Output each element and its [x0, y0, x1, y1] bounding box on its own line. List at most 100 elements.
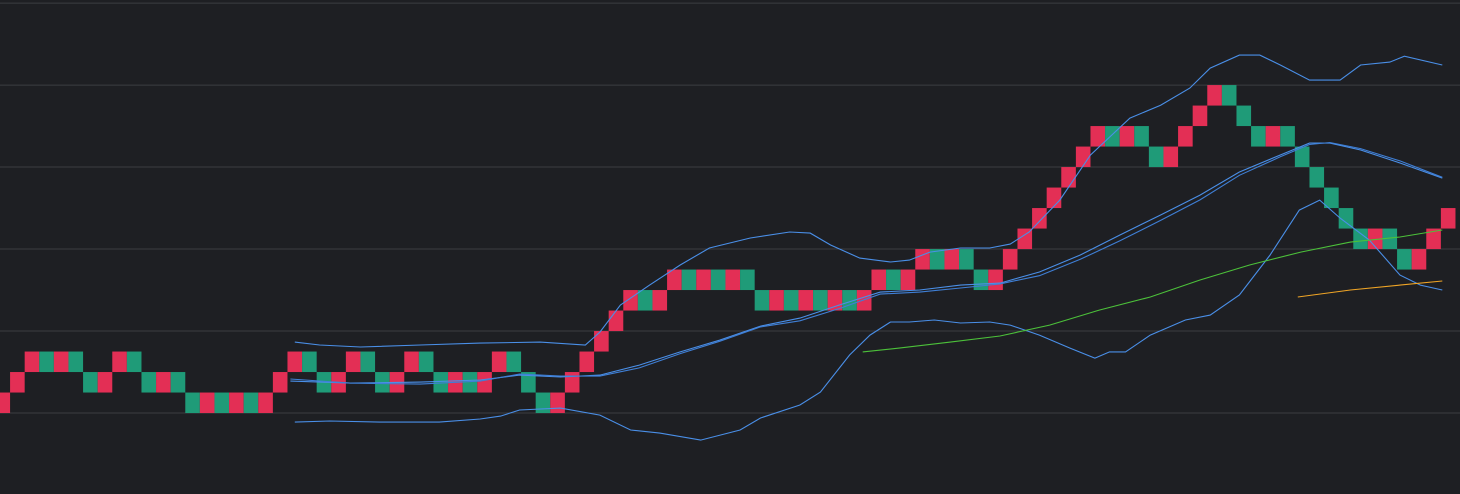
brick	[97, 372, 113, 393]
indicator-line	[290, 142, 1443, 384]
brick	[24, 351, 40, 373]
indicator-line	[294, 54, 1443, 348]
brick	[68, 351, 84, 373]
brick	[1367, 228, 1383, 250]
brick	[915, 249, 930, 270]
brick	[477, 372, 492, 393]
brick	[418, 351, 434, 373]
brick	[287, 351, 303, 373]
brick	[1324, 187, 1339, 209]
brick	[1426, 228, 1441, 250]
brick	[535, 392, 551, 414]
brick	[637, 290, 653, 311]
brick	[740, 269, 755, 291]
brick	[1411, 249, 1427, 270]
brick	[550, 392, 565, 414]
brick	[1046, 187, 1062, 209]
brick	[1353, 228, 1368, 250]
indicator-line	[290, 141, 1443, 385]
brick	[1265, 126, 1281, 147]
brick	[1338, 208, 1354, 229]
brick	[1280, 126, 1295, 147]
brick	[988, 269, 1003, 291]
indicator-line	[1297, 280, 1443, 298]
brick	[652, 290, 668, 311]
brick	[944, 249, 960, 270]
brick	[272, 372, 288, 393]
brick	[1440, 208, 1456, 229]
brick	[170, 372, 186, 393]
brick	[1090, 126, 1106, 147]
brick	[1382, 228, 1398, 250]
brick	[360, 351, 376, 373]
brick	[1236, 105, 1252, 127]
brick	[564, 372, 580, 393]
brick	[229, 392, 244, 414]
brick	[827, 290, 843, 311]
brick	[842, 290, 857, 311]
brick	[345, 351, 361, 373]
brick	[754, 290, 770, 311]
brick	[0, 392, 11, 414]
brick	[521, 372, 536, 393]
brick	[258, 392, 273, 414]
brick	[871, 269, 887, 291]
brick	[1075, 146, 1091, 168]
brick	[594, 331, 609, 352]
brick	[1192, 105, 1208, 127]
brick	[491, 351, 507, 373]
brick	[696, 269, 711, 291]
brick	[929, 249, 945, 270]
brick	[1178, 126, 1193, 147]
brick	[1397, 249, 1412, 270]
brick	[404, 351, 419, 373]
brick	[623, 290, 638, 311]
brick	[10, 372, 25, 393]
brick	[302, 351, 317, 373]
brick	[1119, 126, 1135, 147]
brick	[900, 269, 916, 291]
brick	[1294, 146, 1310, 168]
brick	[1134, 126, 1149, 147]
brick	[579, 351, 595, 373]
brick	[53, 351, 69, 373]
indicator-line	[294, 199, 1443, 441]
brick	[1148, 146, 1164, 168]
brick	[959, 249, 974, 270]
brick	[39, 351, 54, 373]
brick	[710, 269, 726, 291]
brick	[608, 310, 624, 332]
brick	[886, 269, 901, 291]
brick	[433, 372, 449, 393]
brick	[1017, 228, 1033, 250]
brick	[1221, 85, 1237, 106]
brick	[1251, 126, 1266, 147]
brick	[199, 392, 215, 414]
brick	[243, 392, 259, 414]
brick	[681, 269, 697, 291]
brick	[1309, 167, 1325, 188]
brick	[725, 269, 741, 291]
indicator-line	[862, 229, 1443, 353]
brick	[185, 392, 200, 414]
brick	[462, 372, 478, 393]
brick	[141, 372, 157, 393]
brick	[1207, 85, 1222, 106]
brick	[973, 269, 989, 291]
brick	[156, 372, 171, 393]
brick	[126, 351, 142, 373]
brick	[1032, 208, 1047, 229]
brick	[813, 290, 828, 311]
brick	[783, 290, 799, 311]
brick	[1163, 146, 1179, 168]
brick	[798, 290, 814, 311]
brick	[1002, 249, 1018, 270]
brick	[667, 269, 682, 291]
brick	[1061, 167, 1076, 188]
brick	[506, 351, 522, 373]
brick	[214, 392, 230, 414]
brick	[112, 351, 127, 373]
brick	[769, 290, 784, 311]
